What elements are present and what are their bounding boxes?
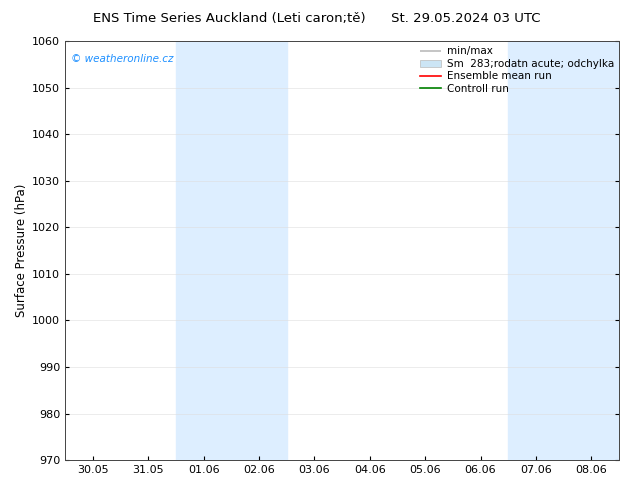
Legend: min/max, Sm  283;rodatn acute; odchylka, Ensemble mean run, Controll run: min/max, Sm 283;rodatn acute; odchylka, … — [418, 44, 616, 96]
Bar — [508, 41, 619, 460]
Text: ENS Time Series Auckland (Leti caron;tě)      St. 29.05.2024 03 UTC: ENS Time Series Auckland (Leti caron;tě)… — [93, 12, 541, 25]
Bar — [176, 41, 287, 460]
Text: © weatheronline.cz: © weatheronline.cz — [71, 53, 173, 64]
Y-axis label: Surface Pressure (hPa): Surface Pressure (hPa) — [15, 184, 28, 318]
